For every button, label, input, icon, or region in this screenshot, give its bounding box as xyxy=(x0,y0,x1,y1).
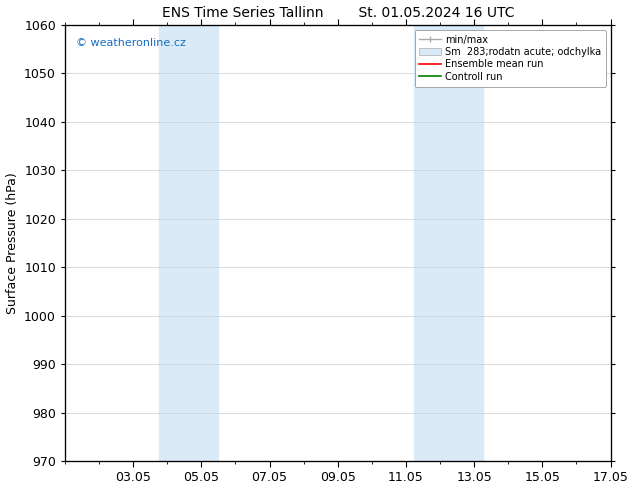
Bar xyxy=(158,25,219,461)
Y-axis label: Surface Pressure (hPa): Surface Pressure (hPa) xyxy=(6,172,18,314)
Text: © weatheronline.cz: © weatheronline.cz xyxy=(76,38,186,48)
Title: ENS Time Series Tallinn        St. 01.05.2024 16 UTC: ENS Time Series Tallinn St. 01.05.2024 1… xyxy=(162,5,514,20)
Legend: min/max, Sm  283;rodatn acute; odchylka, Ensemble mean run, Controll run: min/max, Sm 283;rodatn acute; odchylka, … xyxy=(415,30,605,87)
Bar xyxy=(415,25,482,461)
